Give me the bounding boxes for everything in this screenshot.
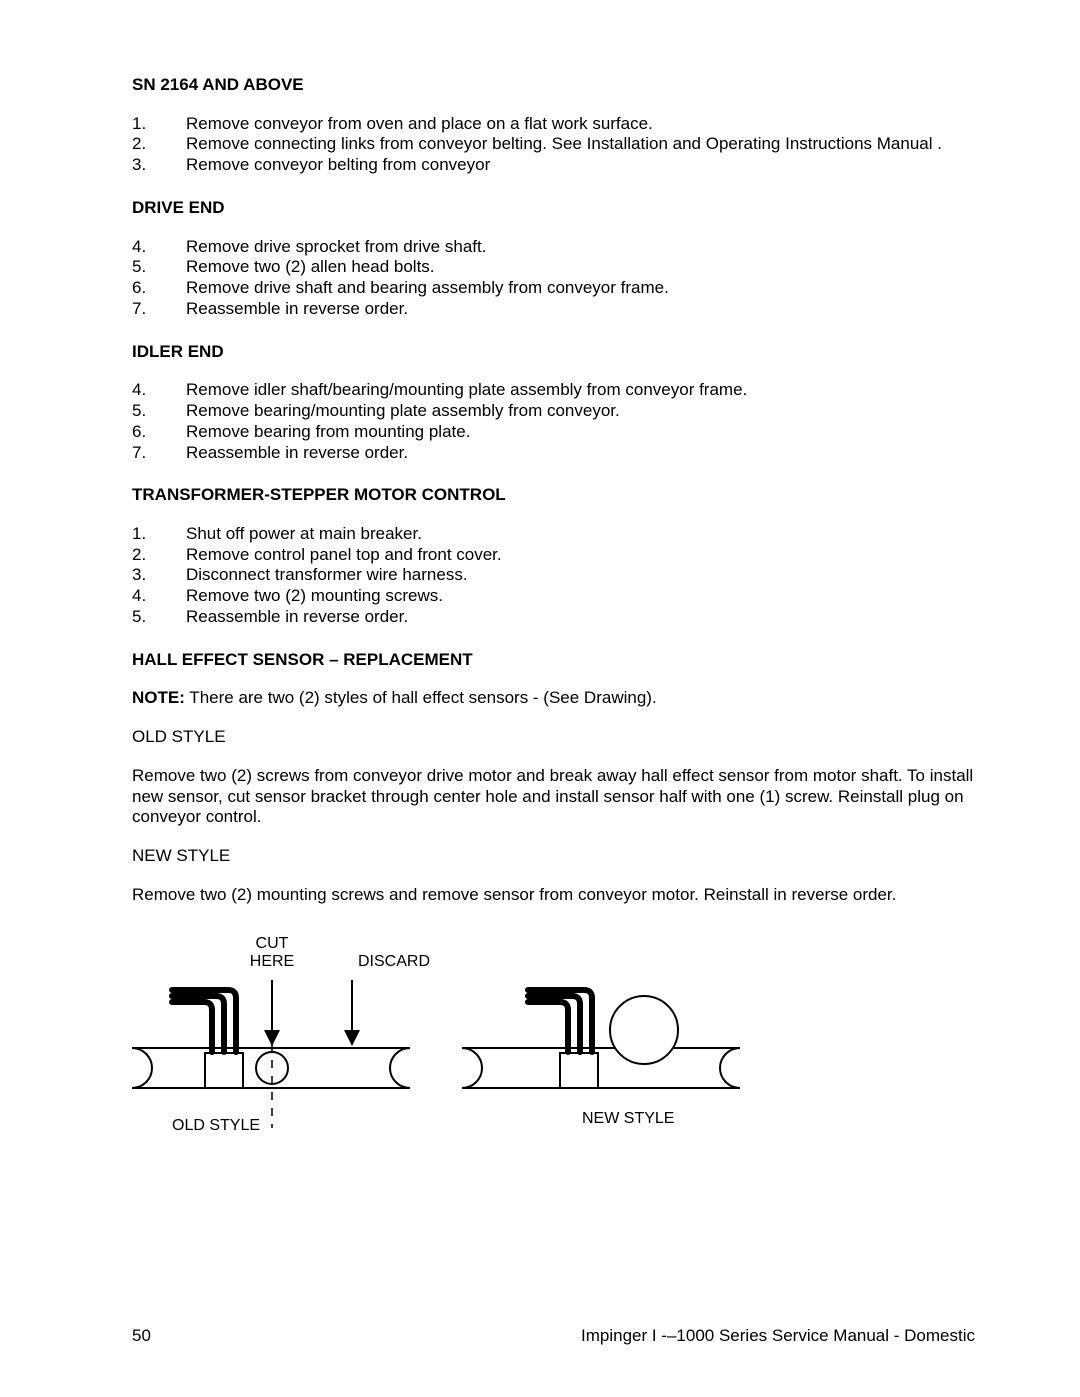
note-text: There are two (2) styles of hall effect … (185, 688, 657, 707)
list-item: 4.Remove drive sprocket from drive shaft… (132, 237, 975, 258)
list-item: 4.Remove idler shaft/bearing/mounting pl… (132, 380, 975, 401)
list-item: 5.Reassemble in reverse order. (132, 607, 975, 628)
heading-sn: SN 2164 AND ABOVE (132, 75, 975, 96)
list-item: 6.Remove drive shaft and bearing assembl… (132, 278, 975, 299)
list-num: 4. (132, 586, 186, 607)
note-label: NOTE: (132, 688, 185, 707)
list-item: 4.Remove two (2) mounting screws. (132, 586, 975, 607)
list-text: Disconnect transformer wire harness. (186, 565, 975, 586)
list-text: Remove conveyor belting from conveyor (186, 155, 975, 176)
list-text: Remove control panel top and front cover… (186, 545, 975, 566)
list-item: 5.Remove bearing/mounting plate assembly… (132, 401, 975, 422)
list-item: 2.Remove control panel top and front cov… (132, 545, 975, 566)
list-num: 4. (132, 380, 186, 401)
page-number: 50 (132, 1326, 151, 1347)
list-num: 6. (132, 278, 186, 299)
list-text: Reassemble in reverse order. (186, 299, 975, 320)
list-transformer: 1.Shut off power at main breaker. 2.Remo… (132, 524, 975, 628)
list-text: Reassemble in reverse order. (186, 443, 975, 464)
list-num: 6. (132, 422, 186, 443)
list-item: 3.Disconnect transformer wire harness. (132, 565, 975, 586)
list-num: 5. (132, 401, 186, 422)
list-num: 1. (132, 524, 186, 545)
list-item: 7.Reassemble in reverse order. (132, 299, 975, 320)
new-style-label: NEW STYLE (132, 846, 975, 867)
list-num: 5. (132, 607, 186, 628)
list-text: Remove two (2) mounting screws. (186, 586, 975, 607)
list-text: Remove conveyor from oven and place on a… (186, 114, 975, 135)
list-idler-end: 4.Remove idler shaft/bearing/mounting pl… (132, 380, 975, 463)
list-text: Shut off power at main breaker. (186, 524, 975, 545)
list-item: 5.Remove two (2) allen head bolts. (132, 257, 975, 278)
heading-transformer: TRANSFORMER-STEPPER MOTOR CONTROL (132, 485, 975, 506)
list-text: Remove bearing from mounting plate. (186, 422, 975, 443)
list-text: Remove connecting links from conveyor be… (186, 134, 975, 155)
heading-drive-end: DRIVE END (132, 198, 975, 219)
list-item: 2.Remove connecting links from conveyor … (132, 134, 975, 155)
list-text: Remove drive sprocket from drive shaft. (186, 237, 975, 258)
list-text: Remove bearing/mounting plate assembly f… (186, 401, 975, 422)
list-drive-end: 4.Remove drive sprocket from drive shaft… (132, 237, 975, 320)
svg-text:OLD STYLE: OLD STYLE (172, 1117, 260, 1134)
list-item: 7.Reassemble in reverse order. (132, 443, 975, 464)
list-num: 1. (132, 114, 186, 135)
hall-effect-diagram: CUTHERE DISCARD OLD STYLE NEW STYLE (132, 918, 975, 1144)
list-text: Remove two (2) allen head bolts. (186, 257, 975, 278)
list-sn: 1.Remove conveyor from oven and place on… (132, 114, 975, 176)
list-text: Reassemble in reverse order. (186, 607, 975, 628)
list-text: Remove idler shaft/bearing/mounting plat… (186, 380, 975, 401)
list-num: 7. (132, 443, 186, 464)
new-style-para: Remove two (2) mounting screws and remov… (132, 885, 975, 906)
list-item: 1.Remove conveyor from oven and place on… (132, 114, 975, 135)
list-item: 6.Remove bearing from mounting plate. (132, 422, 975, 443)
note-line: NOTE: There are two (2) styles of hall e… (132, 688, 975, 709)
heading-idler-end: IDLER END (132, 342, 975, 363)
list-text: Remove drive shaft and bearing assembly … (186, 278, 975, 299)
list-num: 2. (132, 545, 186, 566)
svg-text:HERE: HERE (250, 953, 294, 970)
list-item: 3.Remove conveyor belting from conveyor (132, 155, 975, 176)
manual-title: Impinger I -–1000 Series Service Manual … (581, 1326, 975, 1347)
svg-text:DISCARD: DISCARD (358, 953, 430, 970)
old-style-para: Remove two (2) screws from conveyor driv… (132, 766, 975, 828)
page: SN 2164 AND ABOVE 1.Remove conveyor from… (0, 0, 1080, 1397)
list-num: 7. (132, 299, 186, 320)
list-num: 4. (132, 237, 186, 258)
heading-hall-effect: HALL EFFECT SENSOR – REPLACEMENT (132, 650, 975, 671)
list-item: 1.Shut off power at main breaker. (132, 524, 975, 545)
page-footer: 50 Impinger I -–1000 Series Service Manu… (132, 1326, 975, 1347)
svg-text:CUT: CUT (256, 935, 289, 952)
svg-text:NEW STYLE: NEW STYLE (582, 1110, 674, 1127)
old-style-label: OLD STYLE (132, 727, 975, 748)
list-num: 2. (132, 134, 186, 155)
list-num: 5. (132, 257, 186, 278)
list-num: 3. (132, 155, 186, 176)
list-num: 3. (132, 565, 186, 586)
